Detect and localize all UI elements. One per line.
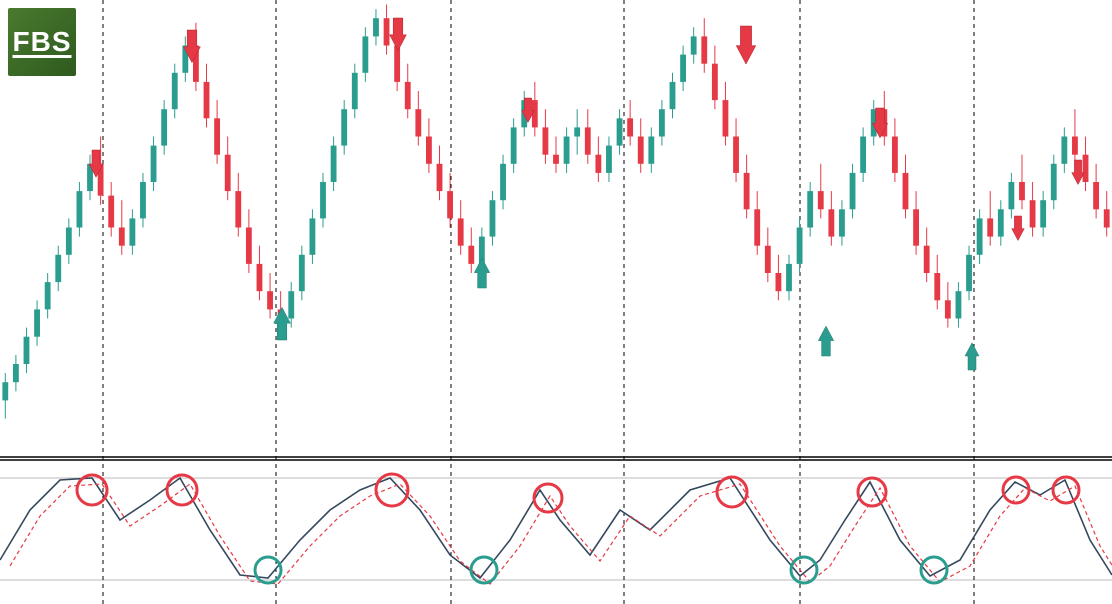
candlestick-chart [0,0,1112,604]
